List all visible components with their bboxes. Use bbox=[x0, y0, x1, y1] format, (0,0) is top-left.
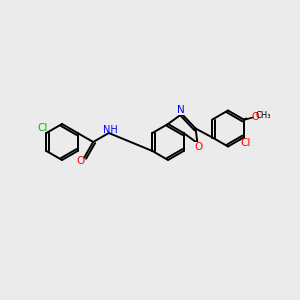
Text: O: O bbox=[76, 156, 84, 166]
Text: CH₃: CH₃ bbox=[256, 111, 271, 120]
Text: Cl: Cl bbox=[240, 139, 251, 148]
Text: O: O bbox=[252, 112, 260, 122]
Text: N: N bbox=[177, 105, 185, 115]
Text: O: O bbox=[194, 142, 202, 152]
Text: NH: NH bbox=[103, 125, 118, 135]
Text: Cl: Cl bbox=[37, 123, 48, 133]
